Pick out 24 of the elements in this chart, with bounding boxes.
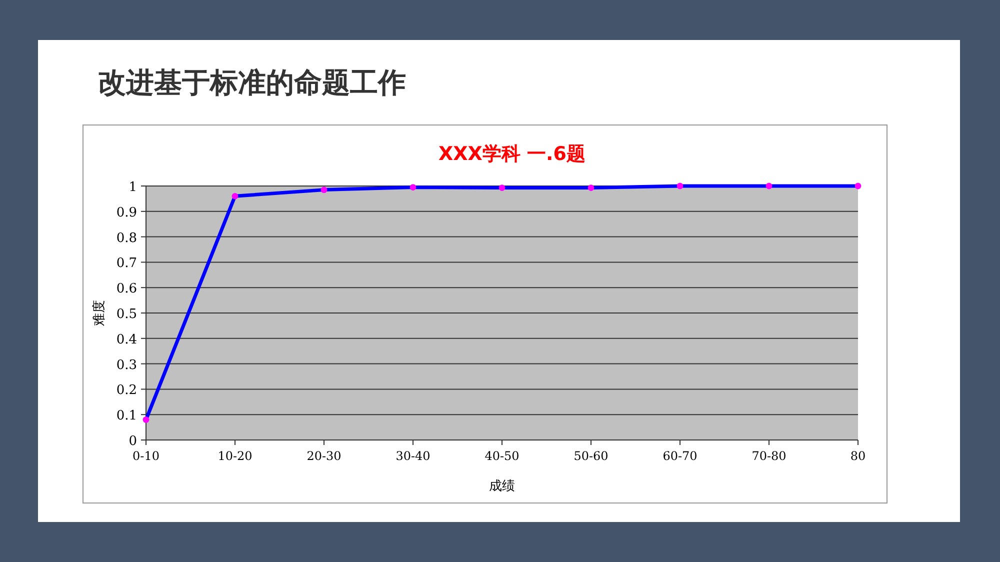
- x-tick-label: 10-20: [218, 449, 252, 463]
- chart-title: 改进基于标准的命题工作: [98, 66, 406, 99]
- x-tick-label: 30-40: [396, 449, 430, 463]
- x-tick-label: 60-70: [662, 449, 698, 463]
- x-tick-label: 50-60: [574, 449, 608, 463]
- x-tick-label: 80: [850, 449, 866, 463]
- y-tick-label: 0.7: [116, 256, 137, 272]
- y-tick-label: 0.6: [116, 282, 137, 297]
- x-tick-label: 70-80: [752, 449, 786, 463]
- y-tick-label: 0.8: [116, 230, 137, 246]
- y-tick-label: 0.1: [116, 408, 137, 424]
- x-axis-title: 成绩: [489, 479, 515, 494]
- y-tick-label: 0: [128, 434, 137, 449]
- y-axis-title: 难度: [91, 300, 107, 327]
- y-tick-label: 0.4: [116, 332, 137, 348]
- x-tick-label: 40-50: [484, 449, 520, 463]
- y-tick-label: 0.9: [116, 205, 137, 220]
- chart-subtitle: XXX学科 一.6题: [438, 143, 586, 165]
- y-tick-label: 1: [128, 180, 137, 195]
- y-tick-label: 0.3: [116, 358, 137, 373]
- x-tick-label: 0-10: [132, 449, 160, 463]
- y-tick-label: 0.2: [116, 383, 137, 398]
- x-tick-label: 20-30: [306, 449, 342, 463]
- y-tick-label: 0.5: [116, 307, 137, 322]
